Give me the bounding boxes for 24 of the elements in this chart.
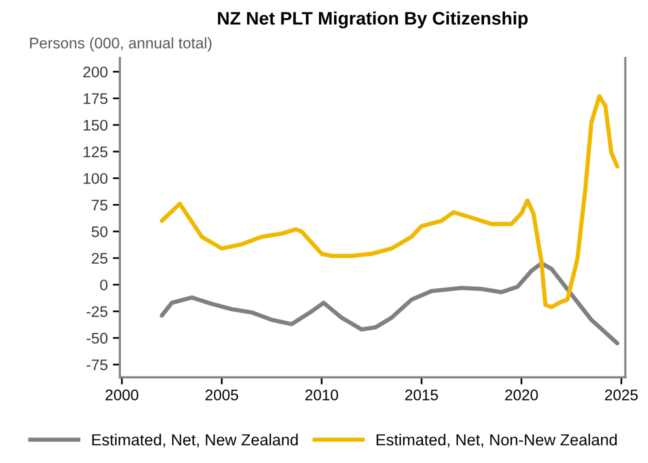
line-series <box>160 94 620 310</box>
y-tick-label: 100 <box>84 173 108 184</box>
y-tick-label: -75 <box>86 360 108 370</box>
y-tick-label: -50 <box>86 332 108 344</box>
y-tick-label: 25 <box>92 252 108 264</box>
y-tick-label: 50 <box>92 226 108 238</box>
y-tick-label: 200 <box>83 66 108 78</box>
y-tick-label: 0 <box>100 280 108 290</box>
legend-label: Estimated, Net, Non-New Zealand <box>376 434 617 448</box>
y-axis-title: Persons (000, annual total) <box>30 37 212 52</box>
x-tick-label: 2015 <box>405 390 438 400</box>
y-tick-label: 125 <box>84 146 108 158</box>
x-tick-label: 2005 <box>206 390 238 400</box>
line-series <box>160 261 620 346</box>
y-tick-label: 175 <box>84 93 108 104</box>
x-tick-label: 2010 <box>305 390 338 400</box>
y-tick-label: -25 <box>86 306 108 318</box>
y-tick-label: 75 <box>92 200 108 211</box>
x-tick-label: 2020 <box>505 390 538 400</box>
x-tick-label: 2025 <box>605 390 638 400</box>
legend-label: Estimated, Net, New Zealand <box>92 434 298 448</box>
x-tick-label: 2000 <box>106 390 138 400</box>
y-tick-label: 150 <box>84 120 108 131</box>
chart-title: NZ Net PLT Migration By Citizenship <box>218 11 528 28</box>
